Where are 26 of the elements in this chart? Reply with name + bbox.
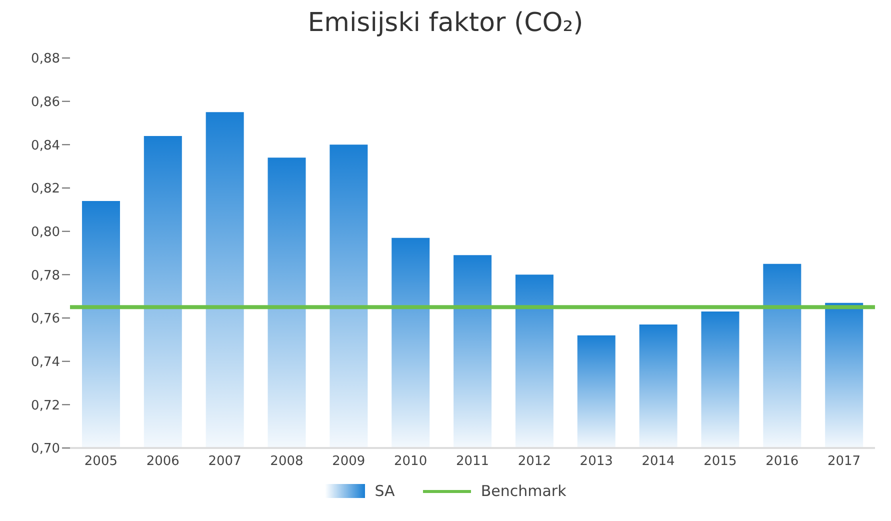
x-tick-label: 2013 [580, 454, 613, 470]
x-tick-label: 2005 [84, 454, 118, 470]
x-tick-label: 2007 [208, 454, 242, 470]
x-tick-label: 2011 [456, 454, 490, 470]
y-tick-label: 0,80 [31, 224, 60, 240]
y-tick-label: 0,70 [31, 442, 60, 457]
x-tick-label: 2017 [827, 454, 861, 470]
y-tick-label: 0,84 [31, 138, 60, 154]
x-tick-label: 2015 [704, 454, 737, 470]
chart-title: Emisijski faktor (CO₂) [306, 8, 584, 40]
x-tick-label: 2008 [270, 454, 304, 470]
x-tick-label: 2014 [642, 454, 675, 470]
y-tick-label: 0,82 [31, 182, 60, 197]
legend-label: Benchmark [480, 482, 566, 500]
y-tick-label: 0,78 [31, 268, 60, 284]
y-tick-label: 0,88 [31, 52, 60, 67]
x-tick-label: 2012 [518, 454, 551, 470]
y-tick-label: 0,76 [31, 312, 60, 327]
x-tick-label: 2010 [394, 454, 428, 470]
legend-label: SA [374, 482, 395, 500]
y-tick-label: 0,86 [31, 94, 60, 110]
y-tick-label: 0,74 [31, 354, 60, 370]
x-tick-label: 2016 [766, 454, 799, 470]
x-tick-label: 2009 [332, 454, 366, 470]
y-tick-label: 0,72 [31, 398, 60, 414]
x-tick-label: 2006 [146, 454, 180, 470]
